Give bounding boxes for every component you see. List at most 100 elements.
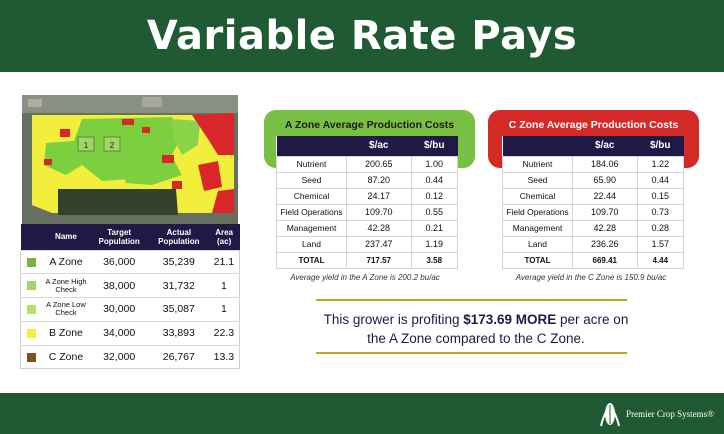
footer-banner: Premier Crop Systems® — [0, 393, 724, 434]
cost-label: Nutrient — [276, 155, 347, 173]
cost-per-bushel-header: $/bu — [411, 136, 458, 156]
table-row: Management 42.28 0.28 — [502, 219, 684, 237]
cost-per-acre-header: $/ac — [572, 136, 637, 156]
table-row: Seed 65.90 0.44 — [502, 171, 684, 189]
cost-label: Field Operations — [276, 203, 347, 221]
total-per-bushel: 4.44 — [636, 251, 684, 269]
cost-label: Management — [502, 219, 573, 237]
a-zone-costs-title: A Zone Average Production Costs — [284, 119, 455, 131]
cost-per-acre: 87.20 — [346, 171, 412, 189]
check-plot-label-1: 1 — [84, 141, 89, 150]
table-row: Chemical 24.17 0.12 — [276, 187, 458, 205]
total-per-acre: 717.57 — [346, 251, 412, 269]
cost-label: Nutrient — [502, 155, 573, 173]
zone-area: 22.3 — [208, 320, 240, 346]
table-row: A Zone 36,000 35,239 21.1 — [20, 249, 240, 274]
cost-per-bushel-header: $/bu — [637, 136, 684, 156]
cost-per-acre: 42.28 — [346, 219, 412, 237]
cost-per-bushel: 1.19 — [410, 235, 458, 253]
zone-name: C Zone — [42, 344, 90, 369]
cost-label: Land — [502, 235, 573, 253]
total-per-acre: 669.41 — [572, 251, 638, 269]
cost-label: Management — [276, 219, 347, 237]
cost-per-acre: 184.06 — [572, 155, 638, 173]
zone-swatch-cell — [20, 320, 43, 346]
total-row: TOTAL 717.57 3.58 — [276, 251, 458, 269]
header-banner: Variable Rate Pays — [0, 0, 724, 72]
cost-label: Chemical — [502, 187, 573, 205]
cost-per-acre: 237.47 — [346, 235, 412, 253]
actual-population-header: Actual Population — [148, 224, 209, 250]
table-row: Management 42.28 0.21 — [276, 219, 458, 237]
table-row: Nutrient 200.65 1.00 — [276, 155, 458, 173]
table-row: Nutrient 184.06 1.22 — [502, 155, 684, 173]
cost-per-acre: 236.26 — [572, 235, 638, 253]
field-zone-map: 1 2 — [22, 95, 238, 224]
zone-name: A Zone Low Check — [42, 297, 90, 322]
check-plot-label-2: 2 — [110, 141, 115, 150]
c-zone-costs-table: $/ac $/bu Nutrient 184.06 1.22 Seed 65.90 0.… — [502, 136, 684, 269]
cost-per-bushel: 1.57 — [636, 235, 684, 253]
table-row: Chemical 22.44 0.15 — [502, 187, 684, 205]
table-row: B Zone 34,000 33,893 22.3 — [20, 320, 240, 346]
cost-label: Seed — [276, 171, 347, 189]
table-row: Field Operations 109.70 0.73 — [502, 203, 684, 221]
table-row: Land 237.47 1.19 — [276, 235, 458, 253]
page-title: Variable Rate Pays — [146, 13, 578, 59]
zone-swatch-cell — [20, 273, 43, 298]
zone-color-swatch — [27, 281, 37, 291]
zone-table-header-row: Name Target Population Actual Population… — [20, 224, 240, 250]
zone-actual: 35,239 — [148, 249, 209, 274]
zone-actual: 35,087 — [148, 297, 209, 322]
zone-swatch-cell — [20, 297, 43, 322]
cost-label-header — [276, 136, 347, 156]
cost-per-bushel: 0.44 — [410, 171, 458, 189]
gold-divider-bottom — [316, 352, 627, 354]
table-row: Field Operations 109.70 0.55 — [276, 203, 458, 221]
zone-color-swatch — [27, 305, 37, 315]
zone-target: 36,000 — [89, 249, 149, 274]
zone-target: 38,000 — [89, 273, 149, 298]
cost-per-bushel: 1.22 — [636, 155, 684, 173]
cost-per-acre: 42.28 — [572, 219, 638, 237]
total-label: TOTAL — [502, 251, 573, 269]
zone-target: 30,000 — [89, 297, 149, 322]
zone-area: 21.1 — [208, 249, 240, 274]
zone-target: 32,000 — [89, 344, 149, 369]
table-row: Seed 87.20 0.44 — [276, 171, 458, 189]
zone-swatch-cell — [20, 249, 43, 274]
cost-header-row: $/ac $/bu — [276, 136, 458, 156]
company-logo-text: Premier Crop Systems® — [626, 409, 714, 419]
target-population-header: Target Population — [89, 224, 149, 250]
profit-statement: This grower is profiting $173.69 MORE pe… — [314, 310, 638, 348]
zone-actual: 31,732 — [148, 273, 209, 298]
c-zone-yield-note: Average yield in the C Zone is 150.9 bu/… — [515, 273, 667, 282]
cost-label: Field Operations — [502, 203, 573, 221]
table-row: C Zone 32,000 26,767 13.3 — [20, 344, 240, 369]
zone-name: A Zone — [42, 249, 90, 274]
cost-label: Seed — [502, 171, 573, 189]
table-row: Land 236.26 1.57 — [502, 235, 684, 253]
cost-per-bushel: 0.28 — [636, 219, 684, 237]
zone-swatch-header — [20, 224, 43, 250]
corn-leaf-icon — [600, 403, 621, 427]
zone-area: 13.3 — [208, 344, 240, 369]
total-row: TOTAL 669.41 4.44 — [502, 251, 684, 269]
gold-divider-top — [316, 299, 627, 301]
total-per-bushel: 3.58 — [410, 251, 458, 269]
cost-per-acre: 109.70 — [572, 203, 638, 221]
zone-name: B Zone — [42, 320, 90, 346]
zone-color-swatch — [27, 257, 37, 267]
zone-name: A Zone High Check — [42, 273, 90, 298]
cost-per-acre: 200.65 — [346, 155, 412, 173]
cost-per-bushel: 0.15 — [636, 187, 684, 205]
profit-text-after: per acre on the A Zone compared to the C… — [367, 312, 629, 346]
profit-text-before: This grower is profiting — [323, 312, 464, 327]
cost-per-bushel: 0.55 — [410, 203, 458, 221]
cost-header-row: $/ac $/bu — [502, 136, 684, 156]
cost-per-bushel: 0.73 — [636, 203, 684, 221]
cost-label: Chemical — [276, 187, 347, 205]
zone-color-swatch — [27, 352, 37, 362]
cost-per-acre: 65.90 — [572, 171, 638, 189]
cost-per-acre: 22.44 — [572, 187, 638, 205]
